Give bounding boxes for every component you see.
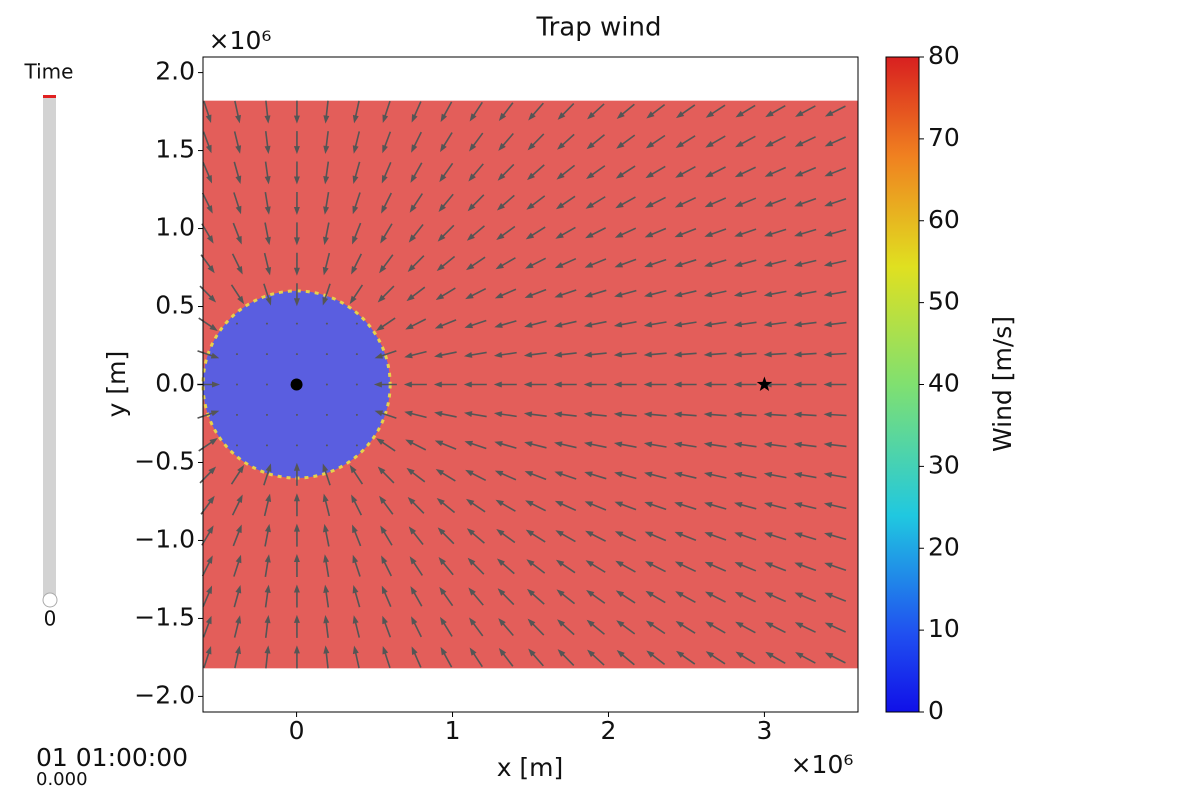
quiver-dot [296,444,298,446]
y-tick-label: 2.0 [155,57,195,86]
y-tick-label: −2.0 [134,680,195,709]
quiver-dot [296,353,298,355]
slider[interactable]: Time 0 [24,60,74,631]
quiver-dot [356,444,358,446]
y-tick-label: 1.0 [155,213,195,242]
quiver-dot [266,353,268,355]
colorbar [886,57,919,712]
y-tick-label: −1.5 [134,602,195,631]
colorbar-tick-label: 30 [928,450,960,479]
y-tick-label: 0.5 [155,291,195,320]
colorbar-tick-label: 10 [928,614,960,643]
colorbar-tick-label: 0 [928,696,944,725]
colorbar-label: Wind [m/s] [988,316,1017,452]
colorbar-tick-label: 70 [928,123,960,152]
colorbar-tick-label: 50 [928,287,960,316]
x-tick-label: 1 [445,716,461,745]
quiver-dot [236,414,238,416]
quiver-dot [236,444,238,446]
quiver-dot [266,323,268,325]
colorbar-tick-label: 20 [928,532,960,561]
y-tick-label: −1.0 [134,524,195,553]
colorbar-tick-label: 60 [928,205,960,234]
colorbar-tick-label: 40 [928,369,960,398]
quiver-dot [326,444,328,446]
x-tick-label: 2 [601,716,617,745]
y-tick-label: −0.5 [134,446,195,475]
x-axis-label: x [m] [497,753,564,782]
y-tick-label: 1.5 [155,135,195,164]
colorbar-tick-label: 80 [928,41,960,70]
slider-track[interactable] [43,97,56,600]
quiver-dot [356,353,358,355]
quiver-dot [326,384,328,386]
y-offset-label: ×10⁶ [209,26,272,55]
y-axis-label: y [m] [102,351,131,418]
quiver-dot [326,353,328,355]
quiver-dot [356,323,358,325]
slider-value: 0 [44,607,57,631]
quiver-dot [236,353,238,355]
marker [291,379,303,391]
quiver-dot [266,444,268,446]
y-tick-label: 0.0 [155,369,195,398]
x-offset-label: ×10⁶ [791,750,854,779]
quiver-dot [236,323,238,325]
x-tick-label: 3 [756,716,772,745]
quiver-dot [326,414,328,416]
slider-end [43,95,56,98]
quiver-dot [236,384,238,386]
quiver-dot [266,384,268,386]
quiver-dot [296,414,298,416]
chart-title: Trap wind [536,13,662,43]
slider-label: Time [24,60,74,84]
sub-time-label: 0.000 [36,769,88,790]
quiver-dot [356,414,358,416]
quiver-dot [356,384,358,386]
quiver-dot [266,414,268,416]
time-label: 01 01:00:00 [36,743,188,772]
quiver-dot [326,323,328,325]
quiver-dot [296,323,298,325]
slider-knob[interactable] [43,593,57,607]
x-tick-label: 0 [289,716,305,745]
